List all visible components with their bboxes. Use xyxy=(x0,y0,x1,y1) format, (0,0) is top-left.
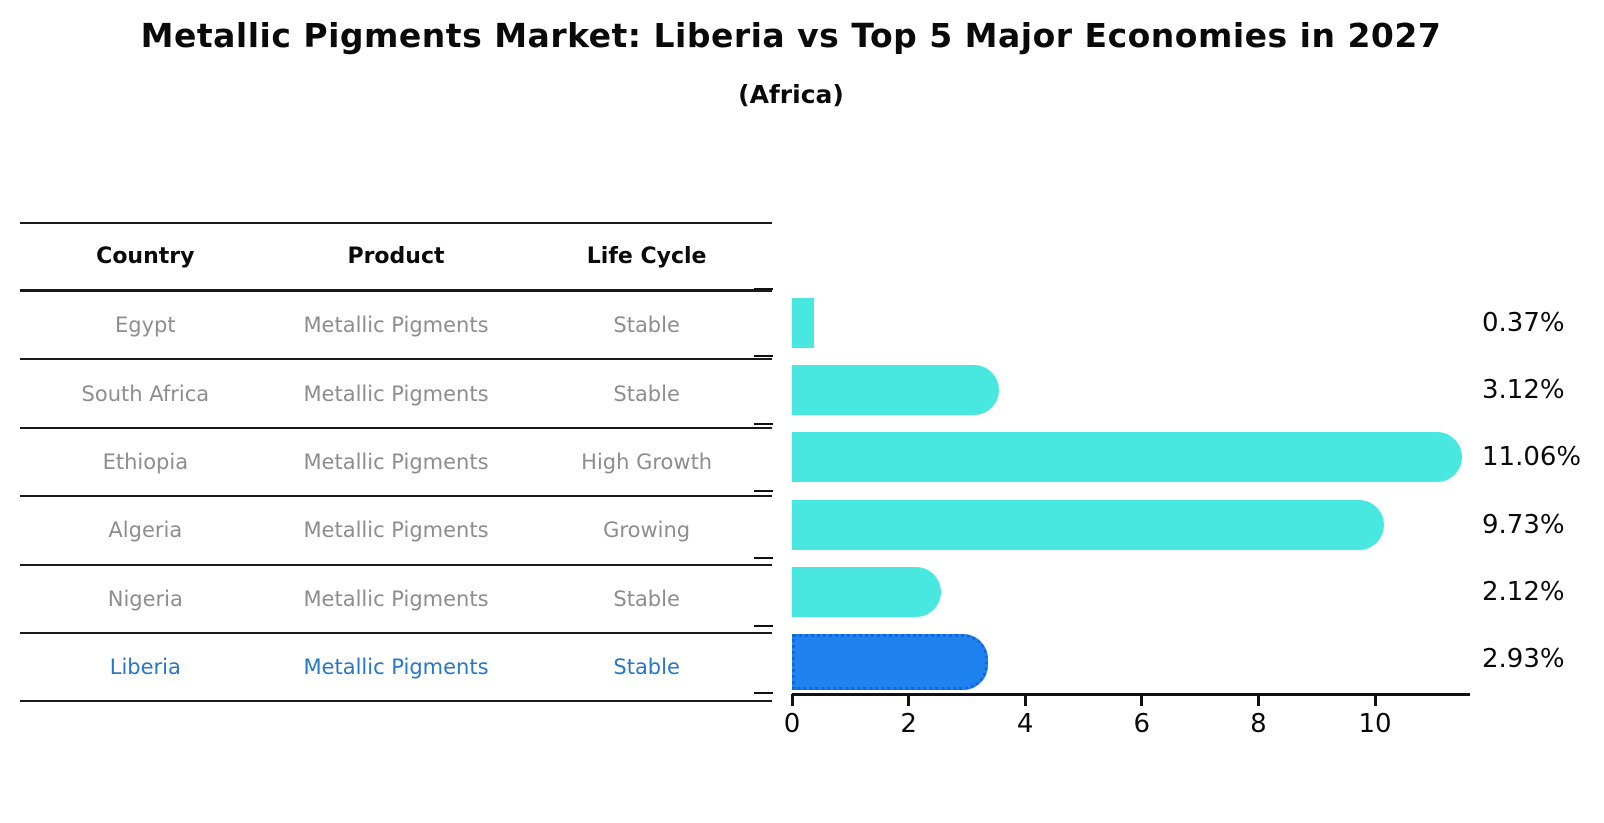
bar-egypt xyxy=(792,297,814,348)
cell-nigeria-product: Metallic Pigments xyxy=(303,586,489,611)
cell-south-africa-product: Metallic Pigments xyxy=(303,381,489,406)
x-axis-tick-4 xyxy=(1023,694,1027,706)
cell-nigeria-country: Nigeria xyxy=(107,586,183,611)
cell-liberia-country: Liberia xyxy=(109,655,181,680)
x-axis-tick-6 xyxy=(1140,694,1144,706)
x-axis-tick-10 xyxy=(1373,694,1377,706)
x-axis-tick-label-4: 4 xyxy=(1016,709,1034,739)
column-header-life-cycle: Life Cycle xyxy=(586,244,707,269)
cell-liberia-life-cycle: Stable xyxy=(613,655,680,680)
bar-ethiopia xyxy=(792,432,1462,483)
x-axis-tick-2 xyxy=(907,694,911,706)
x-axis-tick-label-0: 0 xyxy=(783,709,801,739)
cell-ethiopia-life-cycle: High Growth xyxy=(581,449,713,474)
cell-nigeria-life-cycle: Stable xyxy=(613,586,680,611)
x-axis-tick-label-10: 10 xyxy=(1358,709,1392,739)
value-label-ethiopia: 11.06% xyxy=(1482,442,1582,473)
y-axis-tick xyxy=(754,557,773,560)
value-label-nigeria: 2.12% xyxy=(1482,577,1565,607)
table-row-algeria: Algeria Metallic Pigments Growing xyxy=(20,497,772,566)
x-axis-tick-0 xyxy=(790,694,794,706)
cell-egypt-country: Egypt xyxy=(115,313,176,338)
cell-south-africa-life-cycle: Stable xyxy=(613,381,680,406)
table-row-nigeria: Nigeria Metallic Pigments Stable xyxy=(20,566,772,634)
value-label-egypt: 0.37% xyxy=(1482,307,1565,338)
table-body: Egypt Metallic Pigments Stable South Africa… xyxy=(20,292,772,703)
cell-algeria-life-cycle: Growing xyxy=(603,518,691,543)
table-row-ethiopia: Ethiopia Metallic Pigments High Growth xyxy=(20,429,772,498)
table-row-egypt: Egypt Metallic Pigments Stable xyxy=(20,292,772,361)
cell-algeria-country: Algeria xyxy=(108,518,183,543)
y-axis-tick xyxy=(754,624,773,627)
y-axis-tick xyxy=(754,355,773,358)
cell-egypt-product: Metallic Pigments xyxy=(303,313,489,338)
cell-liberia-product: Metallic Pigments xyxy=(303,655,489,680)
value-label-algeria: 9.73% xyxy=(1482,509,1565,540)
bar-chart-plot-area: 0 2 4 6 8 10 xyxy=(754,288,1470,739)
table-header-row: Country Product Life Cycle xyxy=(20,224,772,292)
y-axis-tick xyxy=(754,288,773,290)
x-axis-tick-label-6: 6 xyxy=(1133,709,1151,739)
table-row-liberia: Liberia Metallic Pigments Stable xyxy=(20,634,772,703)
cell-algeria-product: Metallic Pigments xyxy=(303,518,489,543)
y-axis-tick xyxy=(754,422,773,425)
y-axis-tick xyxy=(754,692,773,694)
x-axis-tick-label-2: 2 xyxy=(900,709,917,739)
x-axis-tick-8 xyxy=(1256,694,1260,706)
value-label-liberia: 2.93% xyxy=(1482,644,1565,675)
column-header-product: Product xyxy=(347,244,445,269)
bar-liberia xyxy=(792,634,988,691)
y-axis-tick xyxy=(754,490,773,492)
column-header-country: Country xyxy=(96,244,195,269)
bar-nigeria xyxy=(792,567,941,617)
chart-subtitle: (Africa) xyxy=(738,80,844,109)
x-axis-tick-label-8: 8 xyxy=(1250,709,1267,739)
cell-ethiopia-product: Metallic Pigments xyxy=(303,449,489,474)
country-table: Country Product Life Cycle Egypt Metallic… xyxy=(20,222,772,703)
bar-south-africa xyxy=(792,365,999,415)
cell-egypt-life-cycle: Stable xyxy=(613,313,680,338)
cell-south-africa-country: South Africa xyxy=(81,381,210,406)
cell-ethiopia-country: Ethiopia xyxy=(102,449,189,474)
bar-algeria xyxy=(792,499,1385,550)
value-label-south-africa: 3.12% xyxy=(1482,375,1565,405)
table-row-south-africa: South Africa Metallic Pigments Stable xyxy=(20,360,772,429)
chart-title: Metallic Pigments Market: Liberia vs Top… xyxy=(140,16,1442,55)
